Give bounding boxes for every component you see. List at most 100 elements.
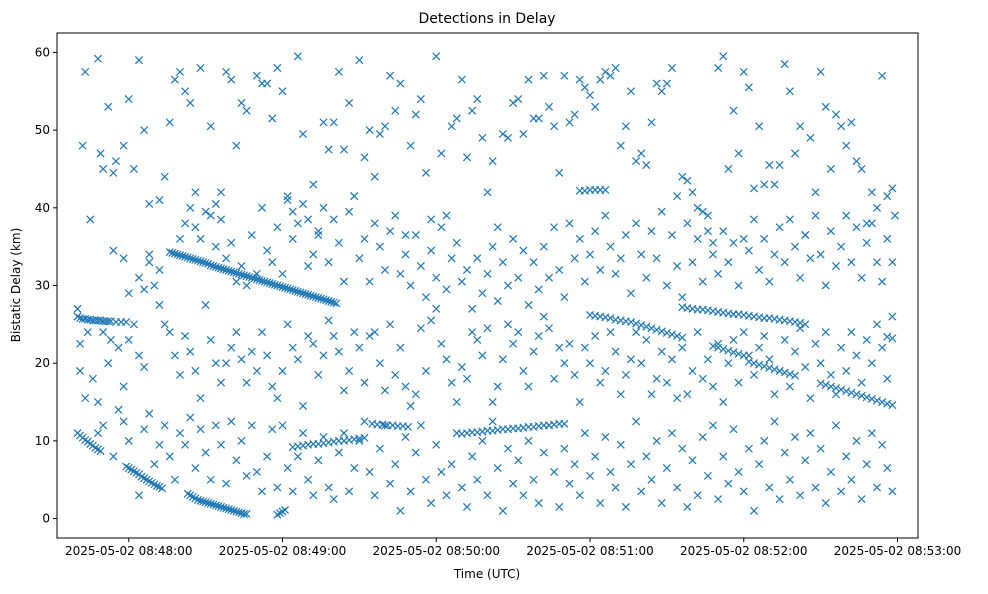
detection-point: [319, 118, 328, 127]
detection-point: [401, 382, 410, 391]
detection-point: [524, 300, 533, 309]
detection-point: [134, 273, 144, 282]
detection-point: [268, 425, 277, 434]
detection-point: [852, 436, 861, 445]
detection-point: [770, 390, 779, 399]
detection-point: [191, 255, 200, 264]
detection-point: [442, 211, 451, 220]
detection-point: [216, 188, 226, 197]
detection-point: [298, 129, 308, 139]
detection-point: [585, 250, 595, 259]
detection-point: [260, 277, 269, 286]
detection-point: [204, 499, 213, 508]
detection-point: [442, 285, 451, 294]
detection-point: [657, 347, 666, 356]
detection-point: [457, 363, 466, 372]
detection-point: [227, 75, 236, 84]
detection-point: [878, 343, 887, 352]
detection-point: [304, 215, 313, 224]
detection-point: [293, 452, 302, 461]
detection-point: [734, 467, 743, 476]
detection-point: [708, 382, 718, 391]
detection-point: [847, 328, 856, 337]
detection-point: [288, 207, 297, 216]
detection-point: [375, 129, 384, 139]
detection-point: [831, 390, 841, 399]
detection-point: [421, 293, 431, 302]
detection-point: [158, 484, 167, 493]
detection-point: [816, 67, 825, 76]
detection-point: [155, 440, 164, 449]
detection-point: [616, 254, 625, 263]
detection-point: [114, 405, 123, 414]
detection-point: [560, 71, 569, 80]
detection-point: [637, 487, 646, 496]
detection-point: [247, 273, 256, 282]
detection-point: [831, 110, 841, 119]
detection-point: [596, 378, 605, 387]
detection-point: [503, 133, 513, 142]
detection-point: [755, 122, 764, 131]
detection-point: [744, 83, 753, 92]
detection-point: [529, 258, 538, 267]
detection-point: [796, 491, 805, 500]
detection-point: [872, 203, 882, 212]
detection-point: [175, 67, 185, 76]
detection-point: [181, 440, 190, 449]
detection-point: [606, 242, 615, 251]
detection-point: [216, 502, 226, 511]
detection-point: [632, 319, 641, 328]
detection-point: [826, 382, 835, 391]
detection-point: [483, 269, 492, 278]
detection-point: [816, 250, 825, 259]
detection-point: [416, 95, 425, 104]
detection-point: [375, 359, 384, 368]
detection-point: [268, 258, 277, 267]
detection-point: [222, 67, 231, 76]
detection-point: [134, 56, 144, 65]
detection-point: [252, 467, 261, 476]
detection-point: [232, 456, 241, 465]
y-tick-label: 30: [35, 279, 50, 293]
detection-point: [601, 366, 610, 375]
x-tick-label: 2025-05-02 08:49:00: [219, 544, 346, 558]
detection-point: [165, 248, 174, 257]
detection-point: [293, 219, 302, 228]
detection-point: [288, 487, 297, 496]
detection-point: [406, 141, 415, 150]
detection-point: [334, 238, 343, 247]
detection-point: [273, 281, 282, 290]
detection-point: [667, 355, 677, 364]
detection-point: [688, 258, 697, 267]
detection-point: [847, 118, 856, 127]
detection-point: [219, 503, 228, 512]
detection-point: [673, 394, 682, 403]
detection-point: [770, 250, 779, 259]
detection-point: [437, 149, 446, 158]
detection-point: [749, 370, 759, 379]
detection-point: [514, 273, 523, 282]
detection-point: [890, 211, 899, 220]
detection-point: [329, 495, 338, 504]
detection-point: [847, 388, 856, 397]
detection-point: [324, 297, 333, 306]
detection-point: [88, 374, 97, 383]
detection-point: [309, 250, 318, 259]
detection-point: [580, 343, 589, 352]
detection-point: [493, 464, 502, 473]
detection-point: [678, 293, 687, 302]
detection-point: [370, 219, 379, 228]
detection-point: [493, 223, 502, 232]
detection-point: [345, 487, 354, 496]
detection-point: [811, 339, 820, 348]
detection-point: [503, 320, 513, 329]
detection-point: [616, 440, 625, 449]
detection-point: [632, 328, 641, 337]
detection-point: [867, 394, 876, 403]
detection-point: [642, 335, 651, 344]
detection-point: [601, 432, 610, 442]
detection-point: [719, 52, 728, 61]
x-axis: 2025-05-02 08:48:00 2025-05-02 08:49:00 20…: [65, 538, 961, 558]
detection-point: [708, 238, 718, 247]
